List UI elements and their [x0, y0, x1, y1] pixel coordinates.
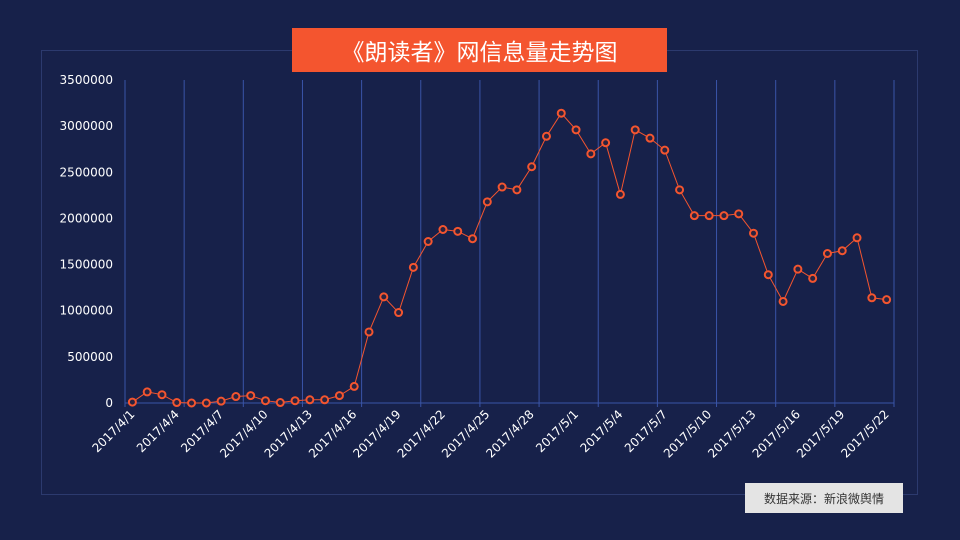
y-tick-label: 1500000 — [60, 258, 113, 272]
data-point — [867, 293, 877, 303]
x-tick-label: 2017/5/22 — [838, 407, 891, 460]
data-point — [749, 228, 759, 238]
data-point — [645, 133, 655, 143]
data-point — [601, 138, 611, 148]
data-point — [275, 398, 285, 408]
data-point — [586, 149, 596, 159]
data-point — [305, 395, 315, 405]
data-point — [571, 125, 581, 135]
data-point — [763, 270, 773, 280]
data-point — [408, 262, 418, 272]
y-tick-label: 3500000 — [60, 73, 113, 87]
y-tick-label: 2500000 — [60, 165, 113, 179]
y-tick-label: 2000000 — [60, 211, 113, 225]
y-tick-label: 3000000 — [60, 119, 113, 133]
data-point — [187, 398, 197, 408]
x-tick-label: 2017/4/28 — [483, 407, 536, 460]
data-point — [822, 248, 832, 258]
data-point — [246, 391, 256, 401]
data-point — [394, 308, 404, 318]
data-point — [127, 397, 137, 407]
data-point — [778, 296, 788, 306]
data-point — [423, 237, 433, 246]
data-point — [882, 295, 892, 305]
data-point — [734, 209, 744, 219]
data-point — [379, 292, 389, 302]
y-tick-label: 0 — [105, 396, 113, 410]
data-point — [512, 185, 522, 195]
chart-title: 《朗读者》网信息量走势图 — [292, 28, 667, 72]
y-tick-label: 500000 — [67, 350, 113, 364]
series-line — [132, 112, 887, 404]
data-point — [719, 211, 729, 221]
data-point — [615, 189, 625, 199]
data-point — [320, 395, 330, 405]
data-point — [497, 182, 507, 192]
data-point — [172, 398, 182, 408]
x-tick-label: 2017/5/1 — [533, 407, 581, 455]
data-point — [453, 226, 463, 236]
data-point — [260, 396, 270, 406]
x-tick-label: 2017/4/1 — [89, 407, 137, 455]
data-point — [364, 327, 374, 337]
data-point — [808, 273, 818, 283]
data-point — [231, 392, 241, 402]
data-source-label: 数据来源：新浪微舆情 — [745, 483, 903, 513]
data-point — [157, 390, 167, 400]
data-point — [334, 391, 344, 401]
data-point — [704, 211, 714, 221]
data-point — [852, 233, 862, 243]
x-tick-label: 2017/4/4 — [134, 407, 182, 455]
data-point — [837, 246, 847, 256]
data-point — [527, 162, 537, 172]
data-point — [349, 381, 359, 391]
data-point — [556, 108, 566, 118]
data-point — [660, 145, 670, 155]
data-point — [630, 125, 640, 135]
data-point — [689, 211, 699, 221]
data-point — [675, 185, 685, 195]
data-point — [468, 234, 478, 244]
data-point — [541, 131, 551, 141]
y-tick-label: 1000000 — [60, 304, 113, 318]
data-point — [290, 396, 300, 406]
data-point — [216, 396, 226, 406]
data-point — [482, 197, 492, 207]
data-point — [142, 387, 152, 397]
x-tick-label: 2017/5/4 — [578, 407, 626, 455]
data-point — [201, 398, 211, 408]
data-point — [438, 225, 448, 235]
data-point — [793, 264, 803, 274]
